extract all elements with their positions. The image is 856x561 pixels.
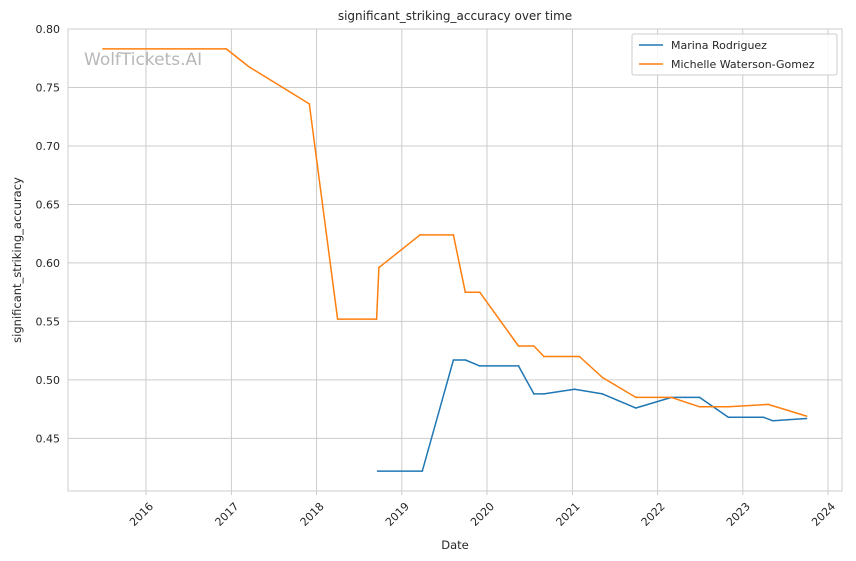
- series-layer: [102, 48, 808, 472]
- y-tick-label: 0.80: [36, 23, 61, 36]
- data-point-michelle-waterson-gomez: [805, 415, 808, 417]
- data-point-marina-rodriguez: [421, 470, 424, 472]
- data-point-michelle-waterson-gomez: [727, 406, 730, 408]
- series-line-michelle-waterson-gomez: [103, 48, 807, 417]
- y-axis-label: significant_striking_accuracy: [10, 177, 24, 343]
- data-point-michelle-waterson-gomez: [375, 318, 378, 320]
- plot-frame: [67, 28, 843, 492]
- data-point-michelle-waterson-gomez: [225, 48, 228, 50]
- data-point-marina-rodriguez: [772, 420, 774, 422]
- data-point-marina-rodriguez: [543, 393, 545, 395]
- chart-title: significant_striking_accuracy over time: [338, 9, 572, 23]
- x-axis-label: Date: [441, 538, 469, 552]
- data-point-michelle-waterson-gomez: [670, 396, 673, 399]
- data-point-marina-rodriguez: [452, 359, 455, 361]
- y-tick-label: 0.55: [36, 315, 61, 328]
- data-point-michelle-waterson-gomez: [478, 291, 481, 294]
- data-point-michelle-waterson-gomez: [601, 376, 604, 379]
- data-point-michelle-waterson-gomez: [698, 406, 701, 408]
- data-point-michelle-waterson-gomez: [419, 234, 421, 236]
- data-point-michelle-waterson-gomez: [336, 318, 339, 320]
- data-point-michelle-waterson-gomez: [308, 103, 311, 105]
- legend-label-michelle-waterson-gomez: Michelle Waterson-Gomez: [671, 58, 815, 71]
- data-point-marina-rodriguez: [727, 416, 730, 419]
- data-point-michelle-waterson-gomez: [767, 403, 769, 406]
- data-point-michelle-waterson-gomez: [635, 396, 637, 399]
- data-point-marina-rodriguez: [478, 365, 481, 367]
- grid-lines: [68, 28, 842, 491]
- data-point-michelle-waterson-gomez: [378, 266, 380, 269]
- data-point-michelle-waterson-gomez: [517, 345, 520, 347]
- plot-area: [68, 29, 842, 491]
- data-point-marina-rodriguez: [517, 365, 520, 367]
- data-point-marina-rodriguez: [601, 393, 604, 395]
- data-point-michelle-waterson-gomez: [533, 345, 535, 347]
- y-tick-label: 0.65: [36, 198, 61, 211]
- y-axis: 0.45 0.50 0.55 0.60 0.65 0.70 0.75 0.80: [36, 23, 61, 445]
- data-point-marina-rodriguez: [698, 396, 701, 399]
- watermark: WolfTickets.AI: [84, 50, 202, 70]
- y-tick-label: 0.45: [36, 432, 61, 445]
- y-tick-label: 0.70: [36, 140, 61, 153]
- data-point-marina-rodriguez: [762, 416, 765, 419]
- data-point-marina-rodriguez: [376, 470, 379, 472]
- y-tick-label: 0.75: [36, 81, 61, 94]
- data-point-michelle-waterson-gomez: [452, 234, 455, 236]
- data-point-michelle-waterson-gomez: [247, 65, 250, 68]
- data-point-michelle-waterson-gomez: [464, 291, 467, 294]
- data-point-marina-rodriguez: [573, 388, 576, 391]
- data-point-michelle-waterson-gomez: [543, 355, 545, 358]
- legend-label-marina-rodriguez: Marina Rodriguez: [671, 39, 767, 52]
- data-point-michelle-waterson-gomez: [578, 355, 581, 358]
- y-tick-label: 0.60: [36, 257, 61, 270]
- data-point-marina-rodriguez: [533, 393, 535, 395]
- data-point-marina-rodriguez: [805, 417, 808, 420]
- data-point-michelle-waterson-gomez: [102, 48, 104, 50]
- y-tick-label: 0.50: [36, 374, 61, 387]
- data-point-marina-rodriguez: [464, 359, 467, 361]
- data-point-marina-rodriguez: [635, 407, 637, 409]
- legend-box: [631, 33, 838, 76]
- legend: Marina Rodriguez Michelle Waterson-Gomez: [631, 33, 838, 76]
